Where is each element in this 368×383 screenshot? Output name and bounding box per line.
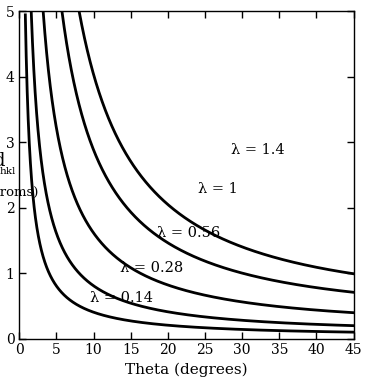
Text: λ = 0.28: λ = 0.28 bbox=[120, 261, 183, 275]
Text: (Angstroms): (Angstroms) bbox=[0, 186, 38, 198]
Text: d: d bbox=[0, 152, 5, 170]
Text: λ = 1.4: λ = 1.4 bbox=[231, 143, 285, 157]
Text: λ = 1: λ = 1 bbox=[198, 182, 237, 196]
X-axis label: Theta (degrees): Theta (degrees) bbox=[125, 363, 248, 377]
Text: λ = 0.14: λ = 0.14 bbox=[90, 291, 153, 305]
Text: hkl: hkl bbox=[0, 167, 17, 175]
Text: λ = 0.56: λ = 0.56 bbox=[157, 226, 220, 239]
